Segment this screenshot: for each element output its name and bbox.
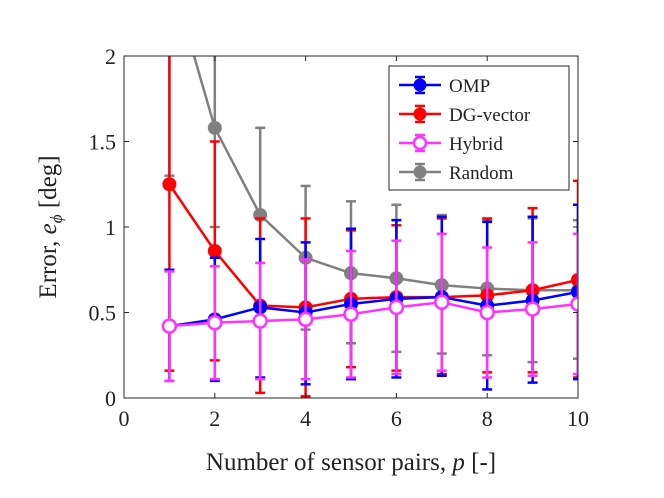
hybrid-point (252, 313, 268, 329)
legend-label-hybrid: Hybrid (449, 134, 503, 155)
legend-swatch-marker (412, 135, 428, 151)
series-hybrid (161, 232, 578, 383)
legend-swatch-marker (413, 165, 427, 179)
y-axis-label: Error, eϕ [deg] (35, 155, 66, 298)
ticks-layer: 0 2 4 6 8 10 0 0.5 1 1.5 2 (89, 44, 590, 431)
y-tick-label: 1.5 (89, 130, 117, 155)
x-tick-label: 2 (209, 406, 220, 431)
hybrid-point (479, 304, 495, 321)
legend-swatch-marker (413, 107, 427, 121)
x-tick-label: 6 (391, 406, 402, 431)
x-axis-label: Number of sensor pairs, p [-] (206, 449, 496, 476)
legend-label-omp: OMP (449, 76, 490, 97)
y-tick-label: 0 (105, 386, 116, 411)
hybrid-point (388, 299, 405, 316)
x-tick-label: 8 (482, 406, 493, 431)
hybrid-point (297, 311, 314, 328)
random-point (207, 120, 222, 135)
legend-swatch-marker (413, 78, 427, 92)
y-tick-label: 2 (105, 44, 116, 69)
random-line (192, 56, 578, 292)
omp-point (571, 284, 578, 299)
dg-vector-point (162, 177, 177, 192)
y-tick-label: 1 (105, 215, 116, 240)
hybrid-line (169, 300, 578, 328)
hybrid-point (570, 296, 578, 312)
hybrid-point (161, 318, 178, 334)
data-layer (161, 56, 578, 398)
dg-vector-point (207, 243, 222, 258)
legend-entry-hybrid: Hybrid (399, 133, 503, 155)
dg-vector-point (571, 273, 578, 288)
legend-label-dg-vector: DG-vector (449, 105, 531, 126)
hybrid-point (343, 306, 359, 322)
legend: OMP DG-vector Hybrid Random (388, 65, 570, 191)
hybrid-point (524, 301, 541, 317)
x-tick-label: 0 (119, 406, 130, 431)
legend-entry-dg-vector: DG-vector (399, 104, 531, 126)
hybrid-point (207, 315, 223, 331)
omp-line (169, 290, 578, 328)
dg-vector-line (168, 183, 578, 309)
y-tick-label: 0.5 (89, 301, 117, 326)
legend-label-random: Random (449, 163, 514, 184)
legend-entry-random: Random (399, 162, 514, 184)
legend-entry-omp: OMP (399, 75, 490, 97)
x-tick-label: 4 (300, 406, 311, 431)
hybrid-point (434, 294, 450, 310)
x-tick-label: 10 (567, 406, 589, 431)
